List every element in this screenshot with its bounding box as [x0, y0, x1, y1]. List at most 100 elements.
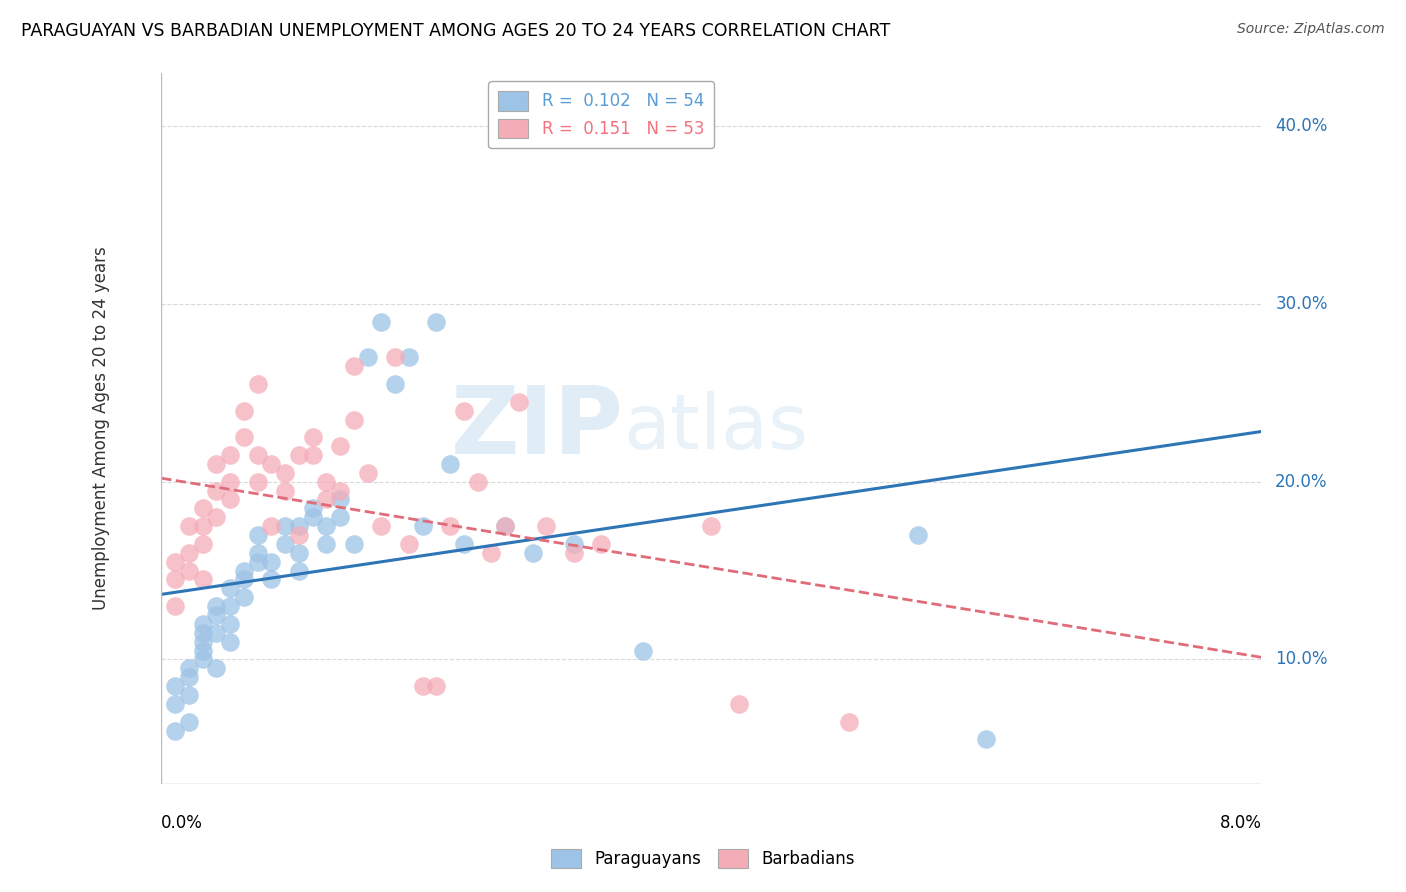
Point — [219, 582, 242, 596]
Point — [315, 492, 337, 507]
Point — [246, 555, 269, 569]
Point — [219, 448, 242, 462]
Point — [177, 714, 200, 729]
Text: ZIP: ZIP — [450, 383, 623, 475]
Point — [232, 403, 254, 417]
Point — [287, 528, 309, 542]
Point — [315, 537, 337, 551]
Point — [205, 457, 228, 471]
Point — [329, 483, 352, 498]
Point — [907, 528, 929, 542]
Point — [205, 510, 228, 524]
Point — [246, 546, 269, 560]
Point — [522, 546, 544, 560]
Point — [205, 625, 228, 640]
Point — [232, 573, 254, 587]
Point — [219, 616, 242, 631]
Point — [246, 475, 269, 489]
Point — [287, 519, 309, 533]
Point — [412, 679, 434, 693]
Point — [163, 697, 186, 711]
Point — [398, 537, 420, 551]
Point — [838, 714, 860, 729]
Point — [191, 643, 214, 657]
Text: 20.0%: 20.0% — [1275, 473, 1327, 491]
Point — [494, 519, 516, 533]
Point — [232, 564, 254, 578]
Point — [343, 537, 366, 551]
Point — [177, 661, 200, 675]
Point — [370, 519, 392, 533]
Text: PARAGUAYAN VS BARBADIAN UNEMPLOYMENT AMONG AGES 20 TO 24 YEARS CORRELATION CHART: PARAGUAYAN VS BARBADIAN UNEMPLOYMENT AMO… — [21, 22, 890, 40]
Point — [494, 519, 516, 533]
Point — [177, 546, 200, 560]
Point — [343, 359, 366, 374]
Text: 8.0%: 8.0% — [1219, 814, 1261, 832]
Point — [191, 573, 214, 587]
Text: 40.0%: 40.0% — [1275, 117, 1327, 136]
Point — [163, 723, 186, 738]
Point — [177, 564, 200, 578]
Point — [205, 599, 228, 614]
Point — [425, 315, 447, 329]
Point — [562, 537, 585, 551]
Point — [425, 679, 447, 693]
Point — [329, 510, 352, 524]
Point — [177, 670, 200, 684]
Point — [274, 519, 297, 533]
Point — [384, 351, 406, 365]
Point — [232, 591, 254, 605]
Text: 30.0%: 30.0% — [1275, 295, 1327, 313]
Point — [191, 625, 214, 640]
Point — [700, 519, 723, 533]
Point — [191, 634, 214, 648]
Point — [329, 492, 352, 507]
Point — [177, 688, 200, 702]
Legend: R =  0.102   N = 54, R =  0.151   N = 53: R = 0.102 N = 54, R = 0.151 N = 53 — [488, 81, 714, 148]
Point — [398, 351, 420, 365]
Point — [727, 697, 749, 711]
Point — [356, 466, 378, 480]
Point — [412, 519, 434, 533]
Point — [591, 537, 613, 551]
Point — [287, 564, 309, 578]
Point — [343, 412, 366, 426]
Point — [219, 634, 242, 648]
Point — [260, 457, 283, 471]
Point — [274, 537, 297, 551]
Point — [163, 555, 186, 569]
Point — [439, 457, 461, 471]
Point — [329, 439, 352, 453]
Point — [191, 652, 214, 666]
Point — [205, 607, 228, 622]
Text: Source: ZipAtlas.com: Source: ZipAtlas.com — [1237, 22, 1385, 37]
Point — [219, 599, 242, 614]
Point — [260, 555, 283, 569]
Point — [301, 430, 323, 444]
Point — [536, 519, 558, 533]
Point — [260, 519, 283, 533]
Point — [274, 466, 297, 480]
Point — [453, 403, 475, 417]
Point — [479, 546, 502, 560]
Point — [562, 546, 585, 560]
Point — [631, 643, 654, 657]
Point — [232, 430, 254, 444]
Point — [205, 661, 228, 675]
Point — [177, 519, 200, 533]
Point — [301, 448, 323, 462]
Point — [315, 519, 337, 533]
Point — [301, 501, 323, 516]
Point — [191, 501, 214, 516]
Text: 0.0%: 0.0% — [162, 814, 202, 832]
Legend: Paraguayans, Barbadians: Paraguayans, Barbadians — [544, 842, 862, 875]
Point — [219, 492, 242, 507]
Point — [287, 546, 309, 560]
Point — [163, 573, 186, 587]
Point — [467, 475, 489, 489]
Point — [163, 679, 186, 693]
Point — [246, 376, 269, 391]
Point — [191, 537, 214, 551]
Point — [191, 519, 214, 533]
Point — [274, 483, 297, 498]
